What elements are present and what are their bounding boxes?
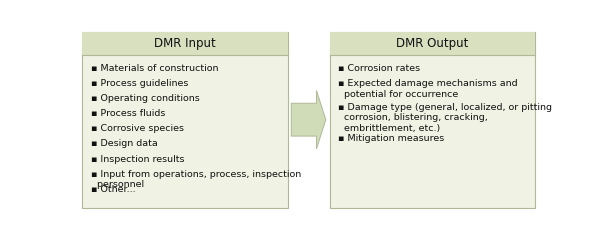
Text: ▪ Design data: ▪ Design data <box>91 139 157 148</box>
FancyBboxPatch shape <box>82 32 288 208</box>
Text: ▪ Process guidelines: ▪ Process guidelines <box>91 79 188 88</box>
Text: ▪ Process fluids: ▪ Process fluids <box>91 109 165 118</box>
FancyBboxPatch shape <box>329 32 535 55</box>
Text: ▪ Materials of construction: ▪ Materials of construction <box>91 64 218 73</box>
Text: DMR Input: DMR Input <box>154 37 216 50</box>
FancyBboxPatch shape <box>329 32 535 208</box>
Text: ▪ Input from operations, process, inspection
  personnel: ▪ Input from operations, process, inspec… <box>91 170 301 189</box>
FancyBboxPatch shape <box>82 32 288 55</box>
Text: ▪ Damage type (general, localized, or pitting
  corrosion, blistering, cracking,: ▪ Damage type (general, localized, or pi… <box>338 103 552 133</box>
Text: ▪ Other...: ▪ Other... <box>91 185 135 194</box>
Polygon shape <box>291 91 326 149</box>
Text: ▪ Mitigation measures: ▪ Mitigation measures <box>338 134 444 143</box>
Text: DMR Output: DMR Output <box>396 37 468 50</box>
Text: ▪ Corrosive species: ▪ Corrosive species <box>91 124 184 133</box>
Text: ▪ Corrosion rates: ▪ Corrosion rates <box>338 64 420 73</box>
Text: ▪ Inspection results: ▪ Inspection results <box>91 155 184 164</box>
Text: ▪ Operating conditions: ▪ Operating conditions <box>91 94 199 103</box>
Text: ▪ Expected damage mechanisms and
  potential for occurrence: ▪ Expected damage mechanisms and potenti… <box>338 79 518 99</box>
